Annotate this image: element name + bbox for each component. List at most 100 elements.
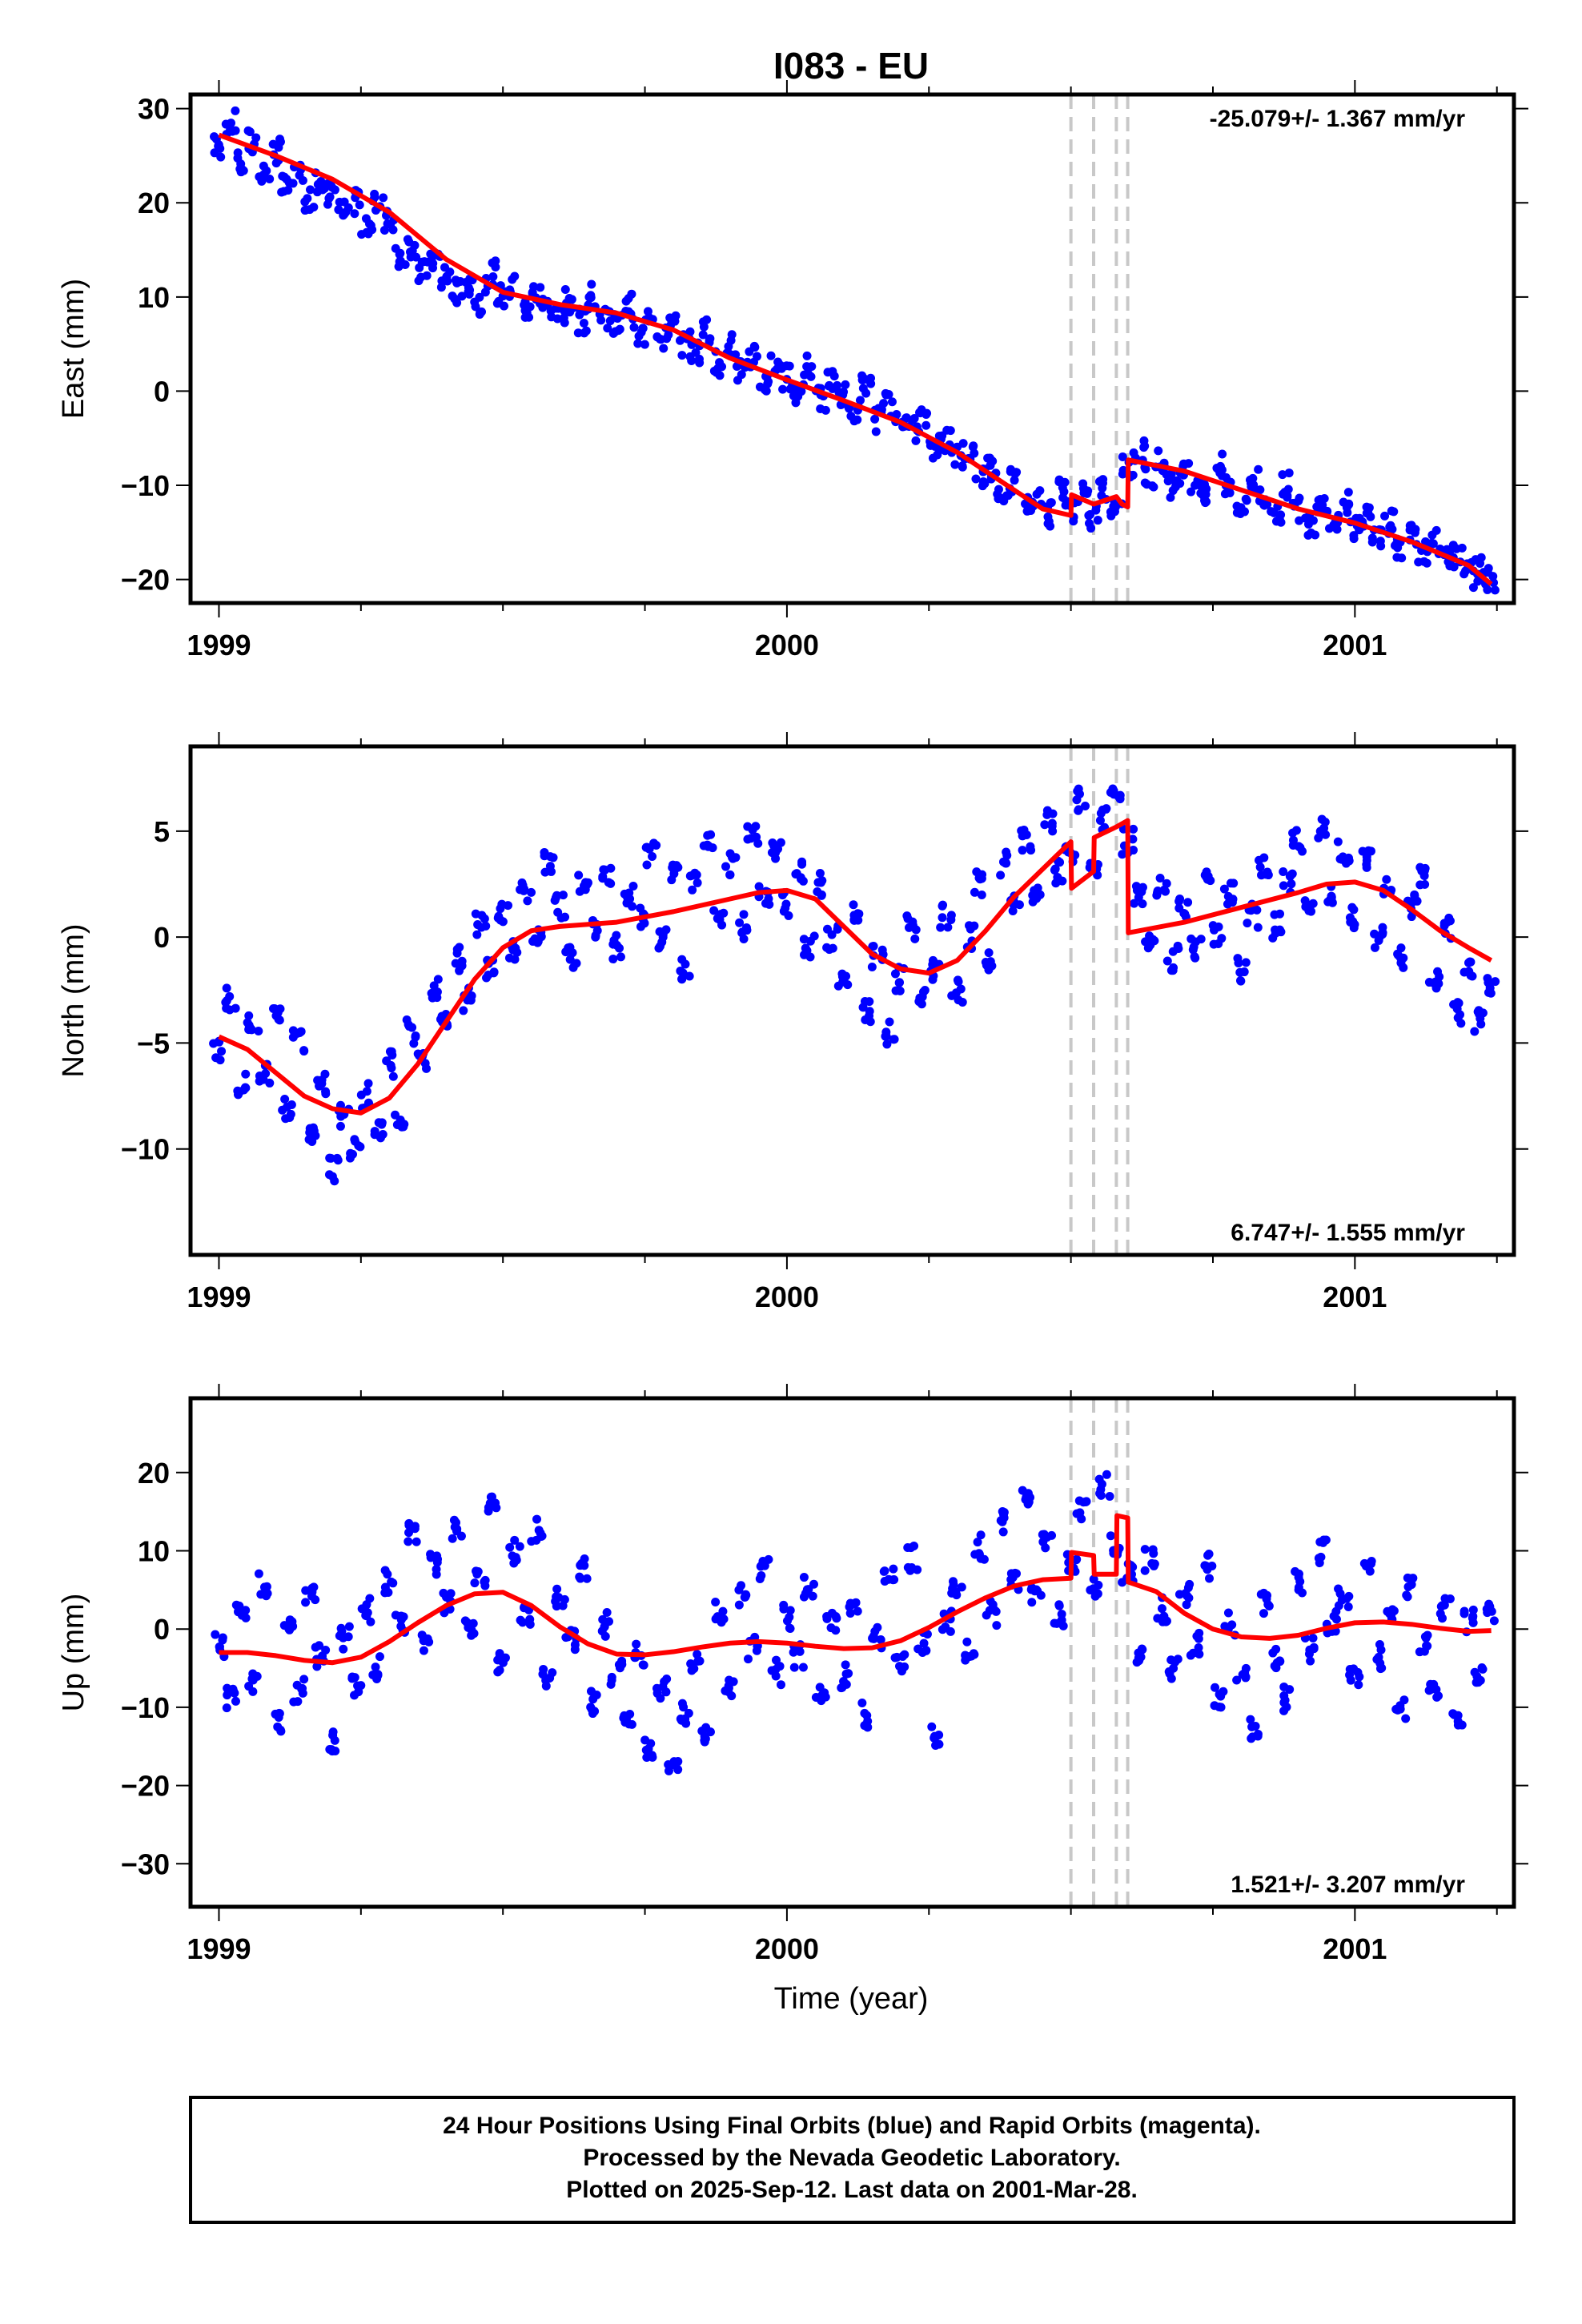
data-point xyxy=(1403,1582,1413,1591)
data-point xyxy=(1439,1600,1449,1610)
y-tick-label: 5 xyxy=(154,815,170,848)
data-point xyxy=(1349,1664,1359,1674)
data-point xyxy=(1018,846,1027,855)
data-point xyxy=(853,915,863,925)
data-point xyxy=(961,1655,970,1665)
data-point xyxy=(1232,1675,1242,1685)
data-point xyxy=(1396,943,1406,953)
data-point xyxy=(1298,1588,1307,1598)
data-point xyxy=(757,1570,766,1580)
data-point xyxy=(641,1745,651,1755)
data-point xyxy=(911,436,921,445)
data-point xyxy=(608,955,618,964)
data-point xyxy=(333,1156,343,1165)
data-point xyxy=(998,1507,1007,1517)
data-point xyxy=(1254,464,1263,474)
data-point xyxy=(293,1697,303,1707)
data-point xyxy=(375,1652,384,1662)
data-point xyxy=(648,851,657,861)
data-point xyxy=(1026,846,1036,855)
data-point xyxy=(1145,931,1154,941)
data-point xyxy=(1028,897,1038,907)
data-point xyxy=(910,934,920,943)
data-point xyxy=(1303,530,1313,540)
data-point xyxy=(488,272,498,282)
data-point xyxy=(1097,491,1106,501)
data-point xyxy=(600,1622,609,1631)
data-point xyxy=(1321,830,1331,839)
data-point xyxy=(1118,469,1127,479)
data-point xyxy=(523,896,532,906)
data-point xyxy=(719,908,729,918)
data-point xyxy=(245,127,255,137)
data-point xyxy=(973,1538,982,1547)
data-point xyxy=(627,1719,636,1729)
data-point xyxy=(698,330,708,340)
data-point xyxy=(1355,1672,1364,1682)
data-point xyxy=(439,1588,448,1598)
data-point xyxy=(815,869,825,879)
data-point xyxy=(265,1078,275,1088)
data-point xyxy=(282,175,291,184)
data-point xyxy=(1129,448,1138,457)
data-point xyxy=(776,1680,785,1690)
data-point xyxy=(1264,1601,1274,1610)
data-point xyxy=(1485,1602,1495,1611)
data-point xyxy=(1470,1027,1480,1036)
data-point xyxy=(1186,487,1196,497)
data-point xyxy=(1074,784,1083,794)
data-point xyxy=(1175,894,1185,903)
data-point xyxy=(607,1675,616,1685)
data-point xyxy=(1042,806,1052,815)
data-point xyxy=(1283,493,1292,502)
data-point xyxy=(753,838,763,848)
data-point xyxy=(1366,512,1375,521)
data-point xyxy=(687,356,697,366)
data-point xyxy=(1405,521,1415,530)
data-point xyxy=(1300,896,1310,906)
data-point xyxy=(1179,908,1189,918)
data-point xyxy=(632,1639,641,1649)
x-tick-label: 2001 xyxy=(1323,1281,1387,1313)
data-point xyxy=(938,900,948,910)
data-point xyxy=(1205,1574,1215,1583)
data-point xyxy=(845,1598,855,1608)
data-point xyxy=(903,914,913,923)
data-point xyxy=(1327,898,1337,907)
data-point xyxy=(636,922,645,931)
data-point xyxy=(1084,519,1094,529)
data-point xyxy=(323,179,332,188)
data-point xyxy=(315,184,325,194)
data-point xyxy=(1002,847,1011,857)
data-point xyxy=(1243,919,1252,928)
data-point xyxy=(652,1688,662,1698)
data-point xyxy=(1478,1664,1488,1674)
data-point xyxy=(336,1623,346,1633)
data-point xyxy=(396,1622,406,1631)
data-point xyxy=(702,315,712,324)
plot-area xyxy=(211,1398,1499,1907)
data-point xyxy=(776,838,785,847)
data-point xyxy=(681,959,690,969)
data-point xyxy=(615,1663,624,1673)
data-point xyxy=(1259,1609,1268,1618)
data-point xyxy=(1270,910,1279,919)
data-point xyxy=(357,230,367,239)
data-point xyxy=(1054,1600,1064,1610)
data-point xyxy=(917,1647,927,1657)
data-point xyxy=(1084,511,1094,521)
data-point xyxy=(1246,1715,1255,1724)
data-point xyxy=(700,1737,709,1747)
data-point xyxy=(1284,468,1294,478)
data-point xyxy=(677,351,687,360)
data-point xyxy=(324,194,334,203)
data-point xyxy=(726,336,736,345)
data-point xyxy=(807,362,817,372)
data-point xyxy=(799,935,809,944)
data-point xyxy=(1252,905,1262,915)
data-point xyxy=(606,879,616,888)
data-point xyxy=(244,1011,254,1020)
data-point xyxy=(741,1590,750,1599)
data-point xyxy=(1415,880,1425,890)
model-line xyxy=(219,1513,1492,1666)
